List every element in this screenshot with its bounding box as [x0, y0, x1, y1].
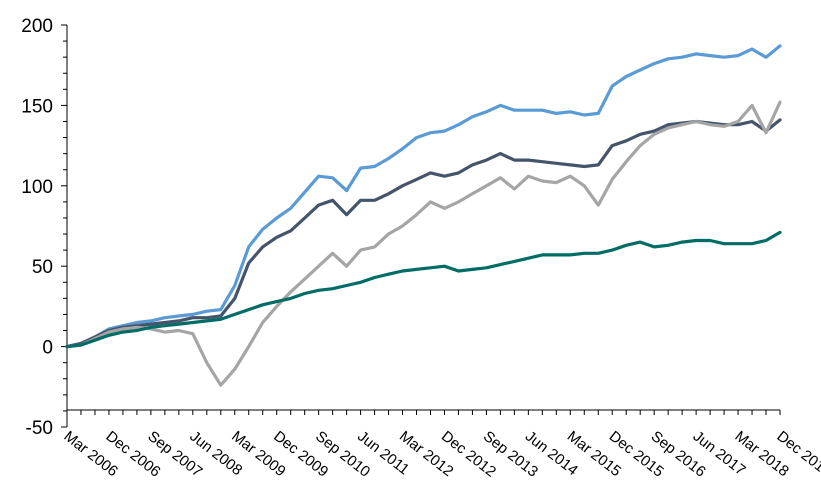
y-tick-label: 150 [21, 96, 53, 117]
y-axis-tick-labels: -50 0 50 100 150 200 [21, 16, 53, 439]
series-line-4 [65, 230, 782, 349]
y-tick-label: -50 [26, 418, 53, 439]
series-line-1 [65, 44, 782, 349]
series-line-2 [65, 118, 782, 349]
axes [61, 24, 781, 428]
y-tick-label: 200 [21, 16, 53, 37]
series-line-3 [65, 100, 782, 387]
y-tick-label: 100 [21, 177, 53, 198]
y-tick-label: 50 [32, 257, 53, 278]
y-tick-label: 0 [42, 338, 53, 359]
series-lines [65, 44, 782, 387]
